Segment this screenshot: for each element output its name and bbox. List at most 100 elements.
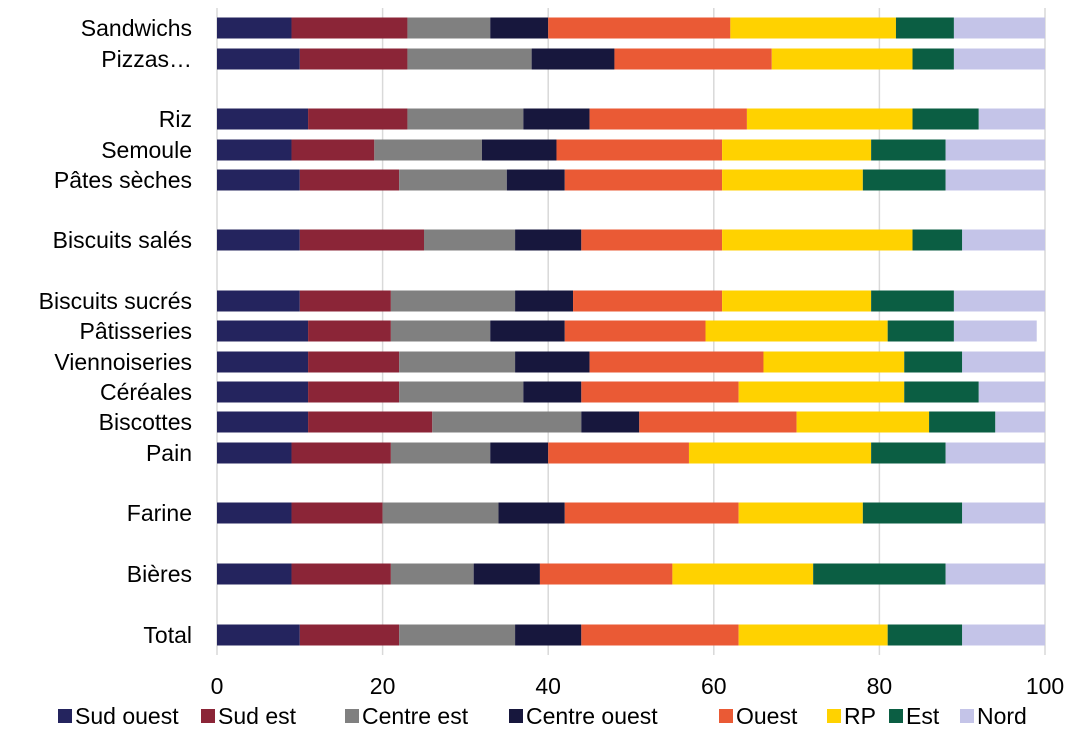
- bar-segment: [390, 290, 516, 312]
- bar-segment: [722, 229, 913, 251]
- category-label: Pâtes sèches: [54, 167, 192, 193]
- legend-label: Centre ouest: [526, 703, 658, 729]
- bar-segment: [556, 139, 723, 161]
- bars: [217, 17, 1045, 646]
- bar-segment: [995, 411, 1045, 433]
- bar-segment: [895, 17, 954, 39]
- bar-segment: [299, 624, 400, 646]
- bar-segment: [291, 442, 391, 464]
- bar-segment: [539, 563, 673, 585]
- bar-segment: [953, 17, 1045, 39]
- category-label: Pizzas…: [101, 46, 192, 72]
- bar-segment: [581, 381, 739, 403]
- legend-label: Sud ouest: [75, 703, 179, 729]
- bar-segment: [962, 624, 1045, 646]
- bar-segment: [498, 502, 565, 524]
- bar-segment: [399, 169, 507, 191]
- bar-segment: [871, 290, 954, 312]
- bar-segment: [945, 563, 1045, 585]
- bar-segment: [589, 351, 764, 373]
- bar-segment: [291, 563, 391, 585]
- bar-segment: [217, 17, 292, 39]
- bar-segment: [978, 108, 1045, 130]
- bar-segment: [688, 442, 872, 464]
- bar-segment: [722, 169, 863, 191]
- bar-segment: [953, 290, 1045, 312]
- bar-segment: [382, 502, 499, 524]
- bar-segment: [813, 563, 946, 585]
- legend-label: Nord: [977, 703, 1027, 729]
- bar-segment: [548, 442, 689, 464]
- bar-segment: [862, 169, 946, 191]
- bar-segment: [515, 290, 574, 312]
- bar-segment: [399, 381, 524, 403]
- bar-segment: [523, 381, 582, 403]
- bar-segment: [374, 139, 482, 161]
- bar-segment: [523, 108, 590, 130]
- x-tick-label: 80: [867, 673, 893, 699]
- bar-segment: [299, 290, 391, 312]
- bar-segment: [481, 139, 557, 161]
- legend-swatch: [960, 709, 974, 723]
- bar-segment: [722, 290, 872, 312]
- bar-segment: [904, 381, 979, 403]
- bar-segment: [490, 320, 565, 342]
- bar-segment: [705, 320, 888, 342]
- legend: Sud ouest Sud est Centre est Centre ouest Ou…: [58, 703, 1027, 729]
- bar-segment: [217, 502, 292, 524]
- legend-label: RP: [844, 703, 876, 729]
- bar-segment: [581, 411, 640, 433]
- category-label: Biscuits salés: [53, 227, 192, 253]
- bar-segment: [490, 442, 549, 464]
- x-tick-label: 0: [211, 673, 224, 699]
- bar-segment: [217, 381, 309, 403]
- bar-segment: [730, 17, 896, 39]
- bar-segment: [953, 48, 1045, 70]
- bar-segment: [217, 351, 309, 373]
- category-label: Biscuits sucrés: [39, 288, 192, 314]
- category-labels: Sandwichs Pizzas… Riz Semoule Pâtes sèches Bi…: [39, 15, 192, 648]
- bar-segment: [399, 351, 516, 373]
- legend-label: Sud est: [218, 703, 297, 729]
- category-label: Biscottes: [99, 409, 192, 435]
- bar-segment: [407, 17, 491, 39]
- category-label: Farine: [127, 500, 192, 526]
- bar-segment: [217, 108, 309, 130]
- bar-segment: [738, 502, 863, 524]
- bar-segment: [862, 502, 963, 524]
- category-label: Pâtisseries: [80, 318, 192, 344]
- bar-segment: [217, 320, 309, 342]
- bar-segment: [722, 139, 872, 161]
- bar-segment: [912, 48, 954, 70]
- bar-segment: [432, 411, 582, 433]
- bar-segment: [291, 502, 383, 524]
- bar-segment: [217, 169, 300, 191]
- x-tick-label: 100: [1026, 673, 1064, 699]
- bar-segment: [929, 411, 996, 433]
- bar-segment: [871, 442, 946, 464]
- bar-segment: [308, 381, 400, 403]
- bar-segment: [515, 624, 582, 646]
- bar-segment: [581, 624, 739, 646]
- bar-segment: [887, 320, 954, 342]
- bar-segment: [945, 139, 1045, 161]
- bar-segment: [771, 48, 913, 70]
- bar-segment: [390, 320, 491, 342]
- bar-segment: [531, 48, 615, 70]
- bar-segment: [887, 624, 963, 646]
- bar-segment: [506, 169, 565, 191]
- bar-segment: [291, 139, 375, 161]
- bar-segment: [871, 139, 946, 161]
- bar-segment: [564, 169, 723, 191]
- bar-segment: [299, 169, 400, 191]
- category-label: Viennoiseries: [54, 349, 192, 375]
- bar-segment: [308, 351, 400, 373]
- bar-segment: [672, 563, 814, 585]
- category-label: Riz: [159, 106, 192, 132]
- legend-label: Est: [906, 703, 940, 729]
- bar-segment: [945, 442, 1045, 464]
- bar-segment: [291, 17, 408, 39]
- bar-segment: [399, 624, 516, 646]
- bar-segment: [738, 624, 888, 646]
